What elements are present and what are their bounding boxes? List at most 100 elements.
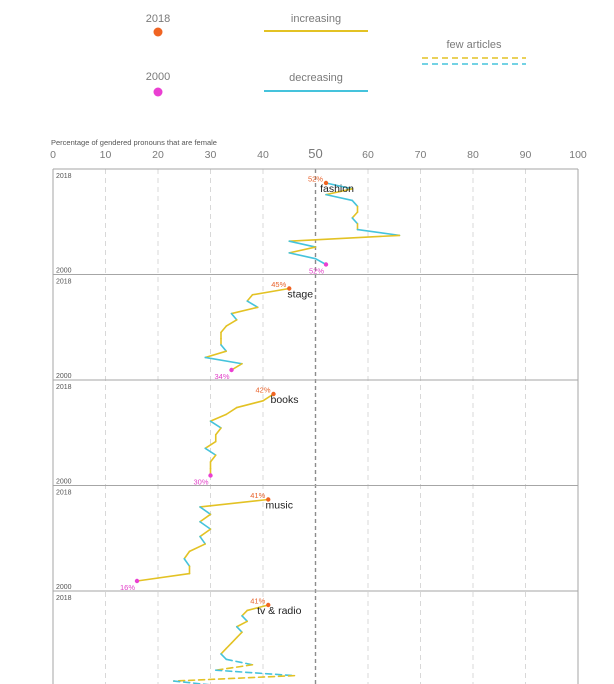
end-value-label: 34% xyxy=(214,372,229,381)
x-tick-label-0: 0 xyxy=(50,149,56,161)
start-dot-2018 xyxy=(287,286,292,291)
end-dot-2000 xyxy=(229,367,234,373)
x-axis-label: Percentage of gendered pronouns that are… xyxy=(51,138,217,147)
end-value-label: 52% xyxy=(309,267,324,276)
series-segment xyxy=(325,188,354,196)
year-end-label: 2000 xyxy=(56,584,72,591)
end-dot-2000 xyxy=(134,578,140,584)
series-segment xyxy=(235,631,243,639)
category-label: music xyxy=(266,500,293,512)
series-segment xyxy=(183,550,191,560)
end-dot-2000 xyxy=(323,262,329,267)
series-segment xyxy=(351,199,359,208)
panel-books: 2018 2000 42%books 30% xyxy=(53,379,578,487)
series-segment xyxy=(288,240,317,248)
series-segment xyxy=(172,674,296,682)
start-value-label: 45% xyxy=(271,280,286,289)
series-segment xyxy=(199,506,212,516)
panel-stage: 2018 2000 45%stage 34% xyxy=(53,274,578,381)
series-segment xyxy=(199,520,212,530)
x-tick-label-90: 90 xyxy=(520,149,532,161)
series-segment xyxy=(204,440,217,450)
series-segment xyxy=(225,406,238,416)
grid-lines xyxy=(52,168,579,684)
series-segment xyxy=(246,604,270,612)
series-segment xyxy=(325,182,354,190)
series-segment xyxy=(204,350,228,359)
series-segment xyxy=(209,454,217,463)
series-segment xyxy=(225,642,233,650)
series-segment xyxy=(209,420,222,429)
legend-2018-dot xyxy=(153,27,163,37)
series-segment xyxy=(356,228,401,237)
category-label: fashion xyxy=(320,183,354,195)
year-start-label: 2018 xyxy=(56,279,72,286)
x-tick-label-30: 30 xyxy=(205,149,217,161)
year-start-label: 2018 xyxy=(56,384,72,391)
series-segment xyxy=(235,620,249,628)
series-segment xyxy=(235,399,264,409)
panel-tv-radio: 2018 41%tv & radio xyxy=(53,590,578,684)
series-segment xyxy=(214,669,296,677)
start-dot-2018 xyxy=(266,497,271,502)
start-value-label: 41% xyxy=(250,491,265,500)
legend-2000-label: 2000 xyxy=(146,71,170,83)
series-segment xyxy=(199,535,207,545)
series-segment xyxy=(351,217,359,225)
end-value-label: 16% xyxy=(120,583,135,592)
start-dot-2018 xyxy=(266,602,271,608)
legend-decreasing-label: decreasing xyxy=(289,72,343,84)
series-segment xyxy=(183,557,191,567)
series-segment xyxy=(209,413,228,422)
x-tick-label-20: 20 xyxy=(152,149,164,161)
x-tick-label-100: 100 xyxy=(569,149,587,161)
year-start-label: 2018 xyxy=(56,490,72,497)
legend-2000-dot xyxy=(153,87,163,97)
series-segment xyxy=(230,312,238,321)
legend: 2018 2000 increasing decreasing few arti… xyxy=(146,13,526,97)
category-label: tv & radio xyxy=(257,605,302,617)
series-segment xyxy=(225,319,238,327)
year-end-label: 2000 xyxy=(56,373,72,380)
series-segment xyxy=(199,513,212,523)
series-segment xyxy=(214,663,254,672)
legend-increasing-label: increasing xyxy=(291,13,341,25)
category-label: stage xyxy=(287,289,313,301)
series-segment xyxy=(204,356,243,365)
series-segment xyxy=(241,615,249,623)
year-end-label: 2000 xyxy=(56,268,72,275)
series-segment xyxy=(241,609,249,617)
series-segment xyxy=(204,447,217,456)
series-segment xyxy=(220,325,228,334)
end-dot-2000 xyxy=(208,473,213,478)
x-tick-label-10: 10 xyxy=(100,149,112,161)
x-tick-label-80: 80 xyxy=(467,149,479,161)
series-segment xyxy=(199,498,270,508)
panel-music: 2018 2000 41%music 16% xyxy=(53,485,578,592)
legend-few-articles-label: few articles xyxy=(446,39,502,51)
x-tick-label-70: 70 xyxy=(415,149,427,161)
x-tick-label-50: 50 xyxy=(308,146,322,161)
series-segment xyxy=(214,427,222,436)
series-segment xyxy=(136,572,191,582)
series-segment xyxy=(230,306,259,315)
series-segment xyxy=(188,543,207,553)
series-segment xyxy=(288,234,401,243)
series-segment xyxy=(351,211,359,219)
start-value-label: 52% xyxy=(308,175,323,184)
series-segment xyxy=(251,287,291,296)
series-segment xyxy=(235,625,243,633)
series-segment xyxy=(199,528,212,538)
series-segment xyxy=(225,658,254,666)
x-axis-ticks: 0 10 20 30 40 50 60 70 80 90 100 xyxy=(50,146,587,161)
series-segment xyxy=(230,636,238,644)
series-segment xyxy=(325,193,354,202)
series-segment xyxy=(246,300,259,309)
legend-2018-label: 2018 xyxy=(146,13,170,25)
series-segment xyxy=(288,252,317,260)
year-start-label: 2018 xyxy=(56,173,72,180)
series-segment xyxy=(220,344,228,352)
series-segment xyxy=(288,246,317,254)
